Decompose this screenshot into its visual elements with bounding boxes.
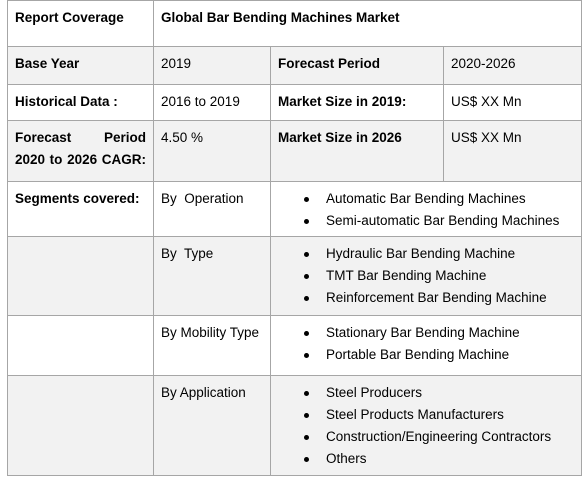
table-body: Report Coverage Global Bar Bending Machi… — [7, 0, 583, 476]
segment-row: By Mobility Type Stationary Bar Bending M… — [7, 315, 583, 376]
segment-name: By Mobility Type — [161, 325, 260, 340]
cell: By Type — [153, 236, 271, 316]
fact-value: 2019 — [161, 56, 192, 71]
report-table: Report Coverage Global Bar Bending Machi… — [7, 0, 583, 476]
fact-value: 4.50 % — [161, 130, 204, 145]
segment-list: Automatic Bar Bending Machines Semi-autom… — [278, 188, 574, 232]
segment-name: By Type — [161, 246, 214, 261]
segment-item: Steel Producers — [303, 382, 574, 404]
header-row: Report Coverage Global Bar Bending Machi… — [7, 0, 583, 47]
fact-value: US$ XX Mn — [451, 94, 522, 109]
segment-item: TMT Bar Bending Machine — [303, 265, 574, 287]
cell: Stationary Bar Bending Machine Portable B… — [269, 315, 583, 376]
fact-label: Forecast Period — [278, 56, 381, 71]
fact-row: Base Year 2019 Forecast Period 2020-2026 — [7, 46, 583, 85]
cell: US$ XX Mn — [442, 84, 583, 121]
cell — [7, 315, 154, 376]
segment-item: Automatic Bar Bending Machines — [303, 188, 574, 210]
cell: Historical Data : — [7, 84, 154, 121]
cell: Automatic Bar Bending Machines Semi-autom… — [269, 181, 583, 237]
segment-item: Stationary Bar Bending Machine — [303, 322, 574, 344]
segment-item: Portable Bar Bending Machine — [303, 344, 574, 366]
fact-value: 2020-2026 — [451, 56, 516, 71]
segment-item: Others — [303, 448, 574, 470]
fact-label: Market Size in 2019: — [278, 94, 407, 109]
cell: Market Size in 2026 — [270, 120, 444, 182]
cell: 2020-2026 — [442, 46, 583, 85]
header-label: Report Coverage — [15, 10, 124, 25]
cell: Forecast Period — [270, 46, 444, 85]
header-title: Global Bar Bending Machines Market — [161, 10, 400, 25]
segment-item: Construction/Engineering Contractors — [303, 426, 574, 448]
cell: Steel Producers Steel Products Manufactur… — [269, 375, 583, 476]
cell: 4.50 % — [153, 120, 271, 182]
segment-item: Hydraulic Bar Bending Machine — [303, 243, 574, 265]
fact-row: Historical Data : 2016 to 2019 Market Size… — [7, 84, 583, 121]
fact-label: Historical Data : — [15, 94, 118, 109]
segments-label: Segments covered: — [15, 191, 140, 206]
segment-list: Hydraulic Bar Bending Machine TMT Bar Ben… — [278, 243, 574, 309]
cell — [7, 236, 154, 316]
cell: 2019 — [153, 46, 271, 85]
fact-value: 2016 to 2019 — [161, 94, 240, 109]
cell: By Application — [153, 375, 271, 476]
cell: By Mobility Type — [153, 315, 271, 376]
fact-label: Forecast Period 2020 to 2026 CAGR: — [15, 130, 146, 167]
cell: Forecast Period 2020 to 2026 CAGR: — [7, 120, 154, 182]
segment-row: By Application Steel Producers Steel Produ… — [7, 375, 583, 476]
cell: 2016 to 2019 — [153, 84, 271, 121]
cell: Report Coverage — [7, 0, 154, 47]
fact-value: US$ XX Mn — [451, 130, 522, 145]
segment-name: By Operation — [161, 191, 244, 206]
segment-item: Semi-automatic Bar Bending Machines — [303, 210, 574, 232]
segment-name: By Application — [161, 385, 246, 400]
fact-label: Market Size in 2026 — [278, 130, 402, 145]
segment-item: Reinforcement Bar Bending Machine — [303, 287, 574, 309]
cell: Market Size in 2019: — [270, 84, 444, 121]
cell: Base Year — [7, 46, 154, 85]
cell: Global Bar Bending Machines Market — [152, 0, 583, 47]
cell: Hydraulic Bar Bending Machine TMT Bar Ben… — [269, 236, 583, 316]
fact-row: Forecast Period 2020 to 2026 CAGR: 4.50 %… — [7, 120, 583, 182]
segment-list: Stationary Bar Bending Machine Portable B… — [278, 322, 574, 366]
cell — [7, 375, 154, 476]
fact-label: Base Year — [15, 56, 80, 71]
cell: Segments covered: — [7, 181, 154, 237]
segment-item: Steel Products Manufacturers — [303, 404, 574, 426]
segment-list: Steel Producers Steel Products Manufactur… — [278, 382, 574, 470]
segment-row: By Type Hydraulic Bar Bending Machine TMT … — [7, 236, 583, 316]
segment-row: Segments covered: By Operation Automatic B… — [7, 181, 583, 237]
cell: By Operation — [153, 181, 271, 237]
cell: US$ XX Mn — [442, 120, 583, 182]
